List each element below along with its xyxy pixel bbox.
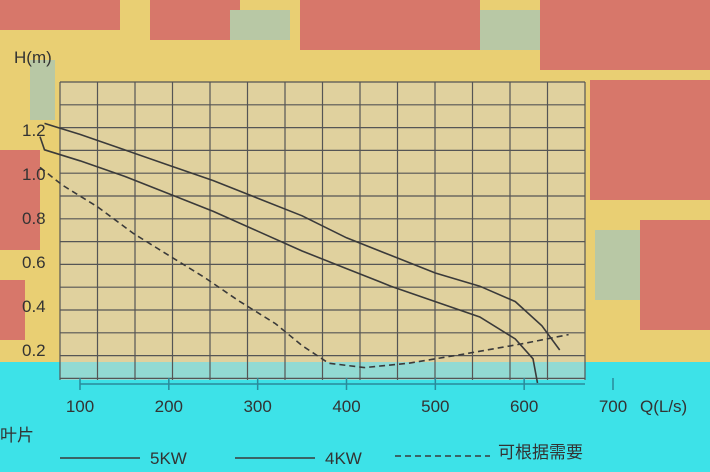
- legend-label-5kw: 5KW: [150, 449, 187, 468]
- x-tick-label-400: 400: [332, 397, 360, 416]
- y-tick-label-5: 1.2: [22, 121, 46, 140]
- x-tick-label-500: 500: [421, 397, 449, 416]
- x-tick-label-300: 300: [243, 397, 271, 416]
- legend-label-4kw: 4KW: [325, 449, 362, 468]
- y-ticks: 0.2 0.4 0.6 0.8 1.0 1.2: [22, 121, 46, 360]
- x-tick-label-200: 200: [155, 397, 183, 416]
- y-tick-label-1: 0.4: [22, 297, 46, 316]
- y-tick-label-4: 1.0: [22, 165, 46, 184]
- x-tick-label-600: 600: [510, 397, 538, 416]
- grid: [59, 81, 586, 380]
- x-tick-label-100: 100: [66, 397, 94, 416]
- legend-note: 可根据需要: [498, 443, 583, 462]
- series-line-5kw: [44, 122, 561, 351]
- y-axis-title: H(m): [14, 48, 52, 67]
- x-tick-label-700: 700: [599, 397, 627, 416]
- y-tick-label-0: 0.2: [22, 341, 46, 360]
- x-axis-title: Q(L/s): [640, 397, 687, 416]
- y-tick-label-2: 0.6: [22, 253, 46, 272]
- series-line-4kw: [39, 136, 539, 384]
- x-ticks: 100 200 300 400 500 600 700: [66, 378, 627, 416]
- series-line-dashed: [39, 166, 569, 369]
- y-tick-label-3: 0.8: [22, 209, 46, 228]
- series-layer: [39, 122, 569, 384]
- legend-title: 叶片: [0, 426, 34, 445]
